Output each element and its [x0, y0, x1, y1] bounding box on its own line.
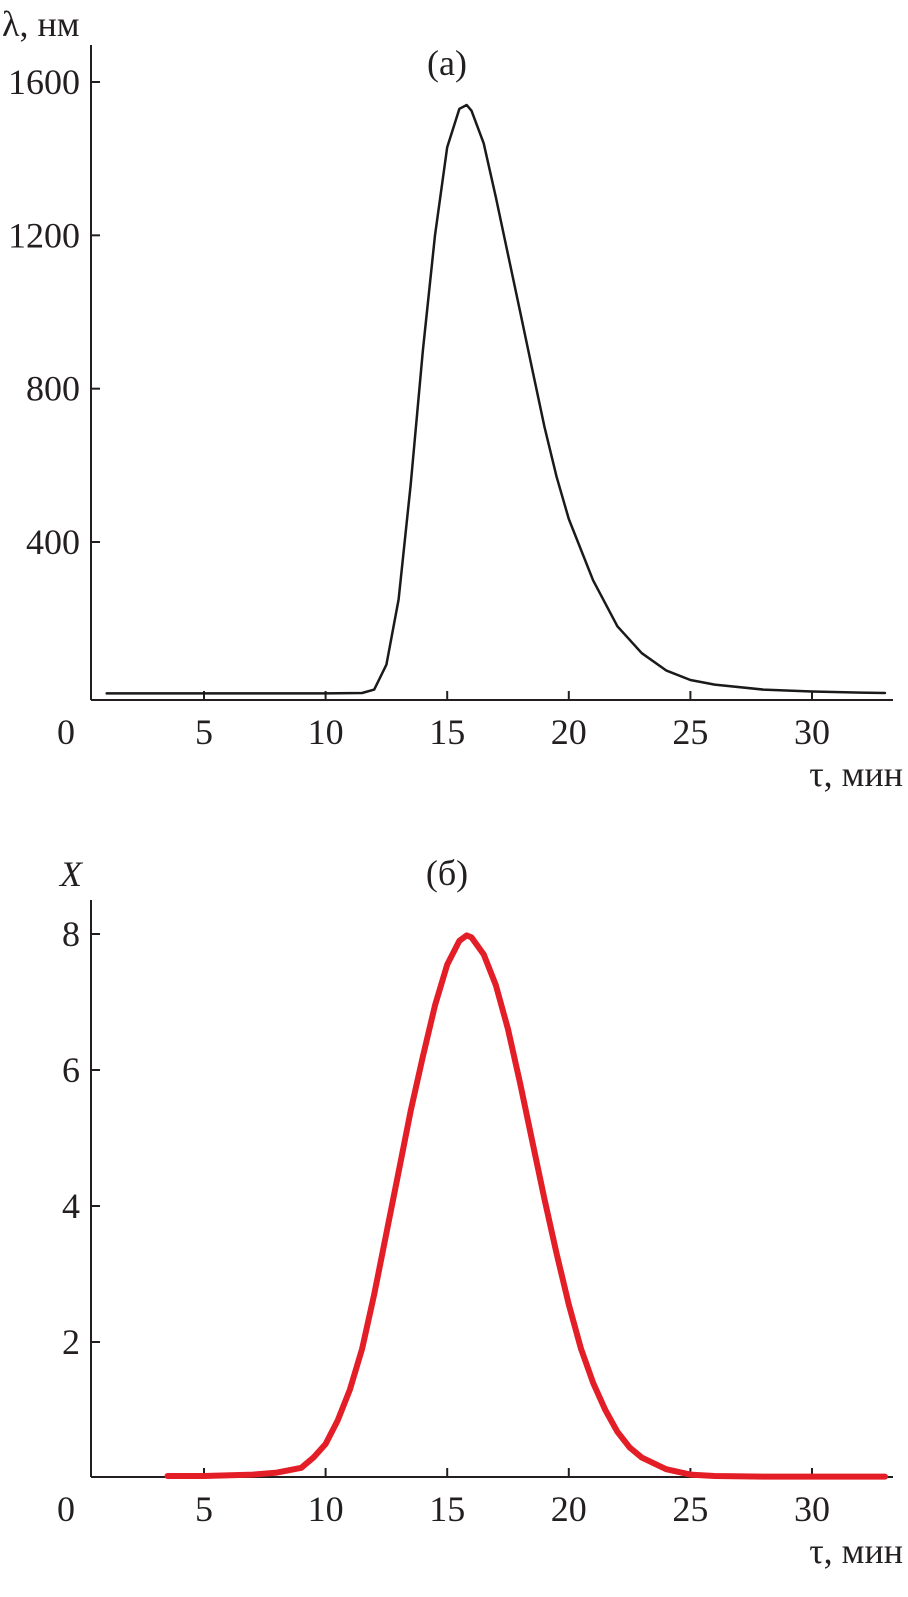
y-axis-label: λ, нм: [2, 4, 80, 44]
x-tick-label: 10: [308, 1489, 344, 1529]
x-origin-label: 0: [57, 712, 75, 752]
y-tick-label: 8: [62, 914, 80, 954]
panel-label: (a): [427, 43, 467, 83]
x-tick-label: 20: [551, 1489, 587, 1529]
y-tick-label: 1200: [8, 215, 80, 255]
x-tick-label: 25: [672, 1489, 708, 1529]
y-tick-label: 2: [62, 1322, 80, 1362]
x-tick-label: 5: [195, 712, 213, 752]
y-tick-label: 4: [62, 1186, 80, 1226]
x-axis-label: τ, мин: [809, 1531, 903, 1571]
x-tick-label: 30: [794, 1489, 830, 1529]
x-tick-label: 25: [672, 712, 708, 752]
x-origin-label: 0: [57, 1489, 75, 1529]
chart-panel-1: 5 10 15 20 25 30 0 400 800 1200 1600 λ, нм τ, мин (a): [2, 4, 903, 794]
y-tick-label: 800: [26, 369, 80, 409]
series-line: [105, 103, 887, 695]
chart-panel-2: 5 10 15 20 25 30 0 2 4 6 8 Xτ, мин (б): [57, 853, 903, 1571]
y-axis-label: X: [58, 854, 84, 894]
series-line: [164, 932, 888, 1480]
y-tick-label: 400: [26, 522, 80, 562]
x-tick-label: 5: [195, 1489, 213, 1529]
panel-label: (б): [426, 853, 468, 893]
x-tick-label: 15: [429, 712, 465, 752]
y-tick-label: 1600: [8, 62, 80, 102]
y-tick-label: 6: [62, 1050, 80, 1090]
x-tick-label: 15: [429, 1489, 465, 1529]
x-axis-label: τ, мин: [809, 754, 903, 794]
x-tick-label: 30: [794, 712, 830, 752]
x-tick-label: 10: [308, 712, 344, 752]
x-tick-label: 20: [551, 712, 587, 752]
